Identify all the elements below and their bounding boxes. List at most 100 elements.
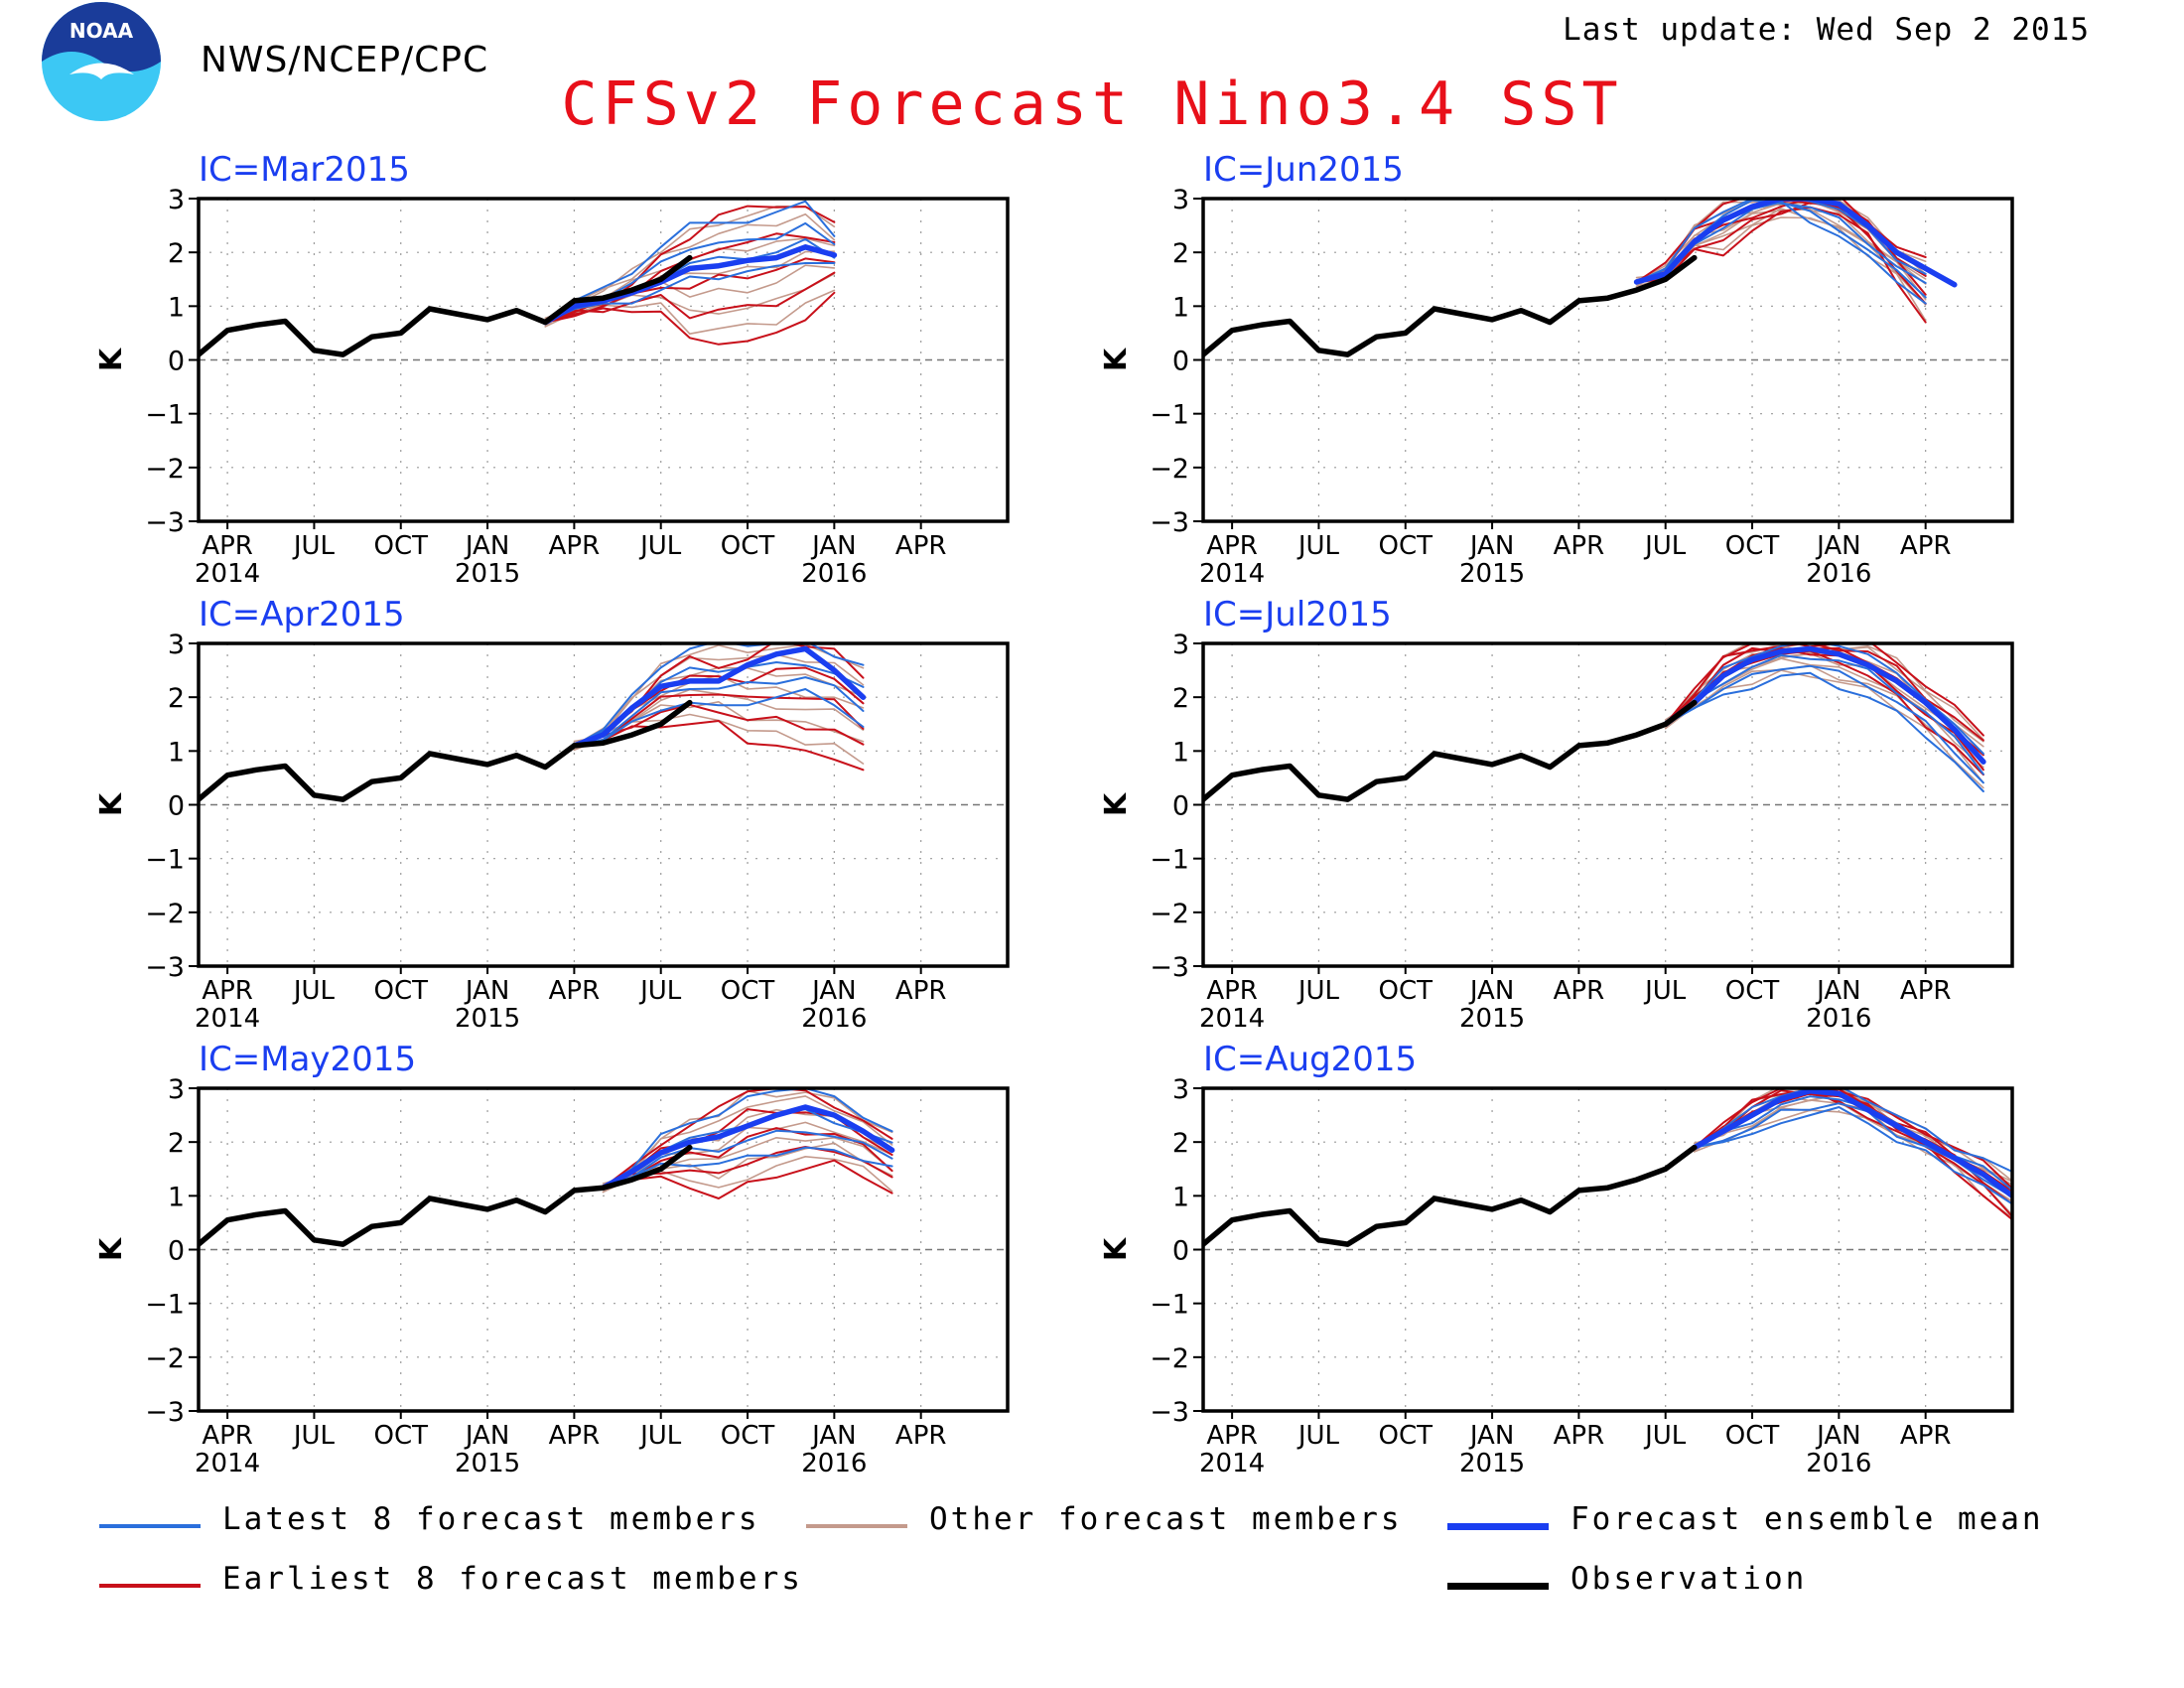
ic-label: IC=May2015 — [199, 1040, 416, 1079]
x-tick-year: 2015 — [1459, 1004, 1525, 1034]
latest-member-line — [573, 643, 865, 747]
x-tick-year: 2015 — [1459, 1449, 1525, 1478]
legend-item-earliest: Earliest 8 forecast members — [99, 1561, 803, 1597]
y-tick-label: −1 — [1150, 400, 1189, 431]
ic-label: IC=Mar2015 — [199, 150, 410, 190]
legend-item-mean: Forecast ensemble mean — [1447, 1501, 2044, 1537]
y-tick-label: −2 — [1150, 454, 1189, 485]
observation-line — [1203, 254, 1698, 357]
earliest-member-line — [1693, 1088, 2012, 1190]
y-tick-label: −2 — [145, 454, 185, 485]
legend-item-other: Other forecast members — [806, 1501, 1403, 1537]
y-tick-label: −1 — [145, 845, 185, 876]
y-tick-label: −1 — [1150, 845, 1189, 876]
legend-label: Earliest 8 forecast members — [222, 1561, 803, 1597]
x-tick-month: APR — [1206, 976, 1258, 1006]
x-tick-month: JAN — [810, 1421, 856, 1451]
earliest-member-line — [573, 703, 865, 747]
y-tick-label: −3 — [1150, 507, 1189, 538]
earliest-member-line — [573, 693, 865, 747]
x-tick-month: JUL — [1643, 531, 1687, 561]
observation-line — [1203, 699, 1698, 802]
series-group — [1203, 199, 1958, 357]
latest-member-line — [544, 200, 836, 324]
legend-item-observation: Observation — [1447, 1561, 1807, 1597]
plot-frame — [1201, 1086, 2014, 1413]
plot-frame — [1201, 197, 2014, 523]
y-tick-label: −3 — [145, 952, 185, 983]
y-tick-label: 1 — [168, 1182, 185, 1212]
earliest-member-line — [1693, 1092, 2012, 1221]
x-tick-month: APR — [895, 1421, 947, 1451]
y-axis-label: K — [1099, 347, 1134, 371]
other-member-line — [544, 264, 836, 326]
x-tick-month: APR — [202, 1421, 253, 1451]
latest-member-line — [1664, 653, 1984, 775]
x-tick-month: OCT — [373, 1421, 428, 1451]
y-tick-label: 3 — [168, 1074, 185, 1105]
ensemble-mean-line — [1692, 1088, 2012, 1199]
x-tick-year: 2014 — [195, 1004, 260, 1034]
noaa-logo: NOAA — [42, 2, 161, 121]
observation-line — [199, 1144, 693, 1247]
x-tick-month: JAN — [1468, 1421, 1514, 1451]
x-tick-month: APR — [202, 531, 253, 561]
x-tick-month: APR — [1206, 1421, 1258, 1451]
x-tick-month: JAN — [1815, 1421, 1860, 1451]
legend-label: Forecast ensemble mean — [1570, 1501, 2044, 1537]
y-tick-label: 0 — [1172, 347, 1189, 377]
latest-member-line — [1693, 1088, 2012, 1174]
x-tick-month: APR — [549, 976, 601, 1006]
series-group — [1203, 643, 1986, 802]
ic-label: IC=Jul2015 — [1203, 595, 1392, 634]
other-member-line — [544, 212, 836, 328]
x-tick-month: APR — [202, 976, 253, 1006]
ic-label: IC=Apr2015 — [199, 595, 405, 634]
x-tick-month: JUL — [292, 976, 336, 1006]
legend-label: Observation — [1570, 1561, 1808, 1597]
legend-swatch-latest — [99, 1524, 201, 1528]
x-tick-month: APR — [1554, 531, 1605, 561]
series-group — [199, 643, 867, 802]
x-tick-month: JAN — [1815, 976, 1860, 1006]
x-tick-month: JAN — [464, 531, 509, 561]
other-member-line — [573, 643, 865, 745]
y-tick-label: 1 — [168, 737, 185, 768]
observation-line — [1203, 1144, 1698, 1247]
x-tick-year: 2016 — [1806, 1004, 1871, 1034]
x-tick-month: JUL — [1297, 1421, 1340, 1451]
plot-frame — [197, 197, 1010, 523]
other-member-line — [573, 653, 865, 752]
x-tick-year: 2014 — [1199, 559, 1265, 589]
x-tick-month: APR — [1900, 531, 1952, 561]
y-tick-label: 2 — [1172, 238, 1189, 269]
legend-swatch-other — [806, 1524, 907, 1528]
latest-member-line — [602, 1088, 893, 1190]
y-tick-label: −2 — [1150, 1343, 1189, 1374]
x-tick-year: 2014 — [195, 559, 260, 589]
x-tick-year: 2016 — [801, 1004, 867, 1034]
y-tick-label: 3 — [1172, 1074, 1189, 1105]
earliest-member-line — [602, 1088, 893, 1190]
ensemble-mean-line — [600, 1104, 895, 1191]
latest-member-line — [602, 1146, 893, 1190]
x-tick-month: JUL — [292, 531, 336, 561]
y-tick-label: 1 — [168, 292, 185, 323]
x-tick-month: JUL — [1297, 531, 1340, 561]
earliest-member-line — [1635, 206, 1927, 324]
x-tick-month: JUL — [1643, 1421, 1687, 1451]
x-tick-month: APR — [549, 531, 601, 561]
x-tick-month: OCT — [1378, 1421, 1433, 1451]
y-tick-label: 3 — [1172, 185, 1189, 215]
y-tick-label: 2 — [168, 238, 185, 269]
latest-member-line — [1664, 671, 1984, 792]
x-tick-year: 2016 — [801, 559, 867, 589]
plot-frame — [197, 1086, 1010, 1413]
y-tick-label: 2 — [1172, 683, 1189, 714]
x-tick-month: JUL — [292, 1421, 336, 1451]
